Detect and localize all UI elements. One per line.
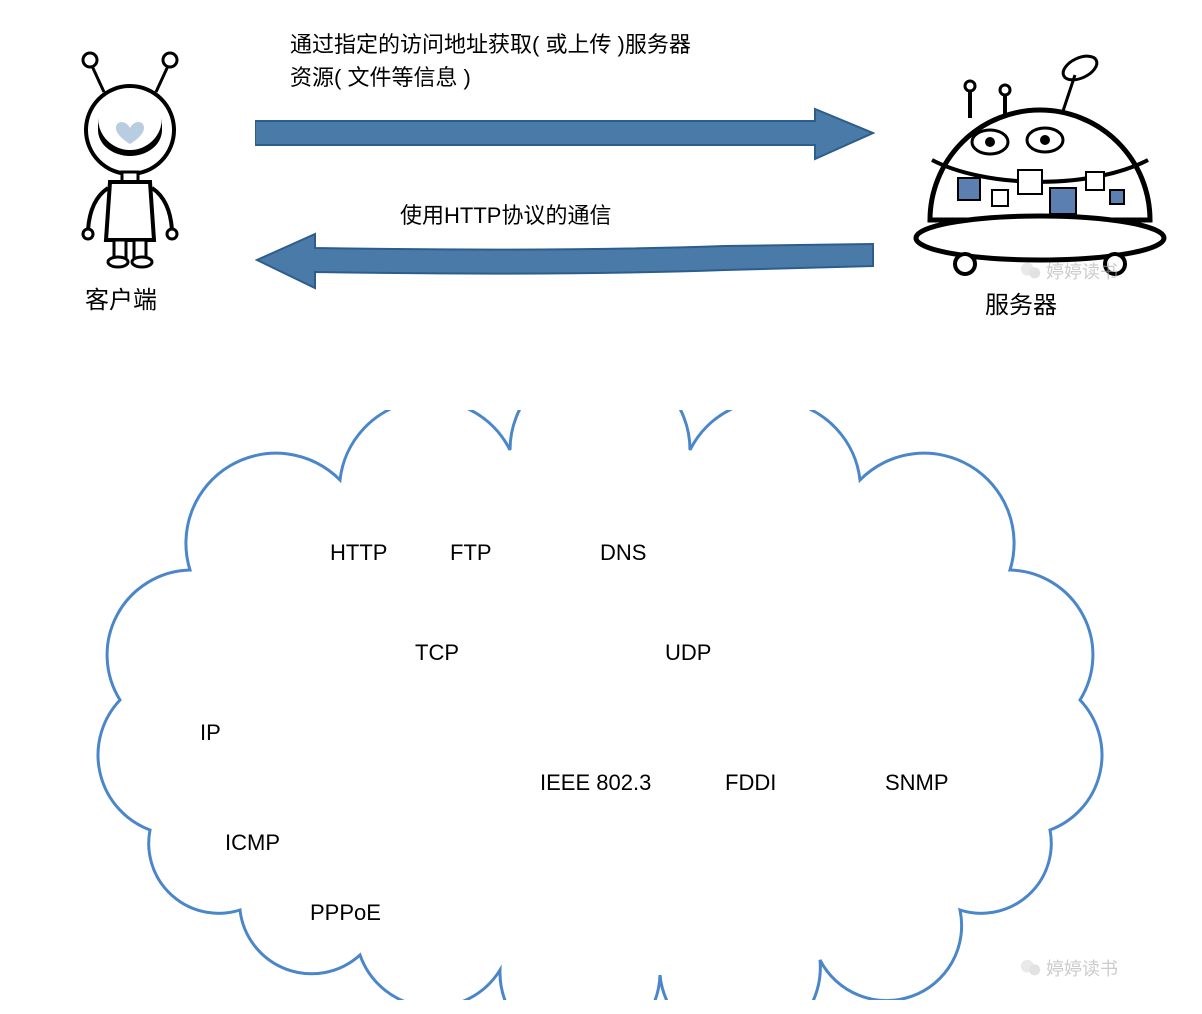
arrow-top-caption-line2: 资源( 文件等信息 ): [290, 65, 471, 90]
watermark-text: 婷婷读书: [1046, 258, 1118, 284]
server-label: 服务器: [985, 285, 1057, 320]
protocol-ftp: FTP: [450, 540, 492, 566]
wechat-icon: [1020, 260, 1042, 282]
protocol-snmp: SNMP: [885, 770, 949, 796]
client-robot-illustration: [60, 50, 200, 275]
protocol-pppoe: PPPoE: [310, 900, 381, 926]
arrow-left: [255, 230, 875, 299]
protocol-http: HTTP: [330, 540, 387, 566]
arrow-bottom-caption: 使用HTTP协议的通信: [400, 198, 611, 230]
watermark-bottom: 婷婷读书: [1020, 955, 1118, 981]
watermark-top: 婷婷读书: [1020, 258, 1118, 284]
client-label: 客户端: [85, 280, 157, 315]
protocol-fddi: FDDI: [725, 770, 776, 796]
protocol-dns: DNS: [600, 540, 646, 566]
protocol-tcp: TCP: [415, 640, 459, 666]
protocol-ieee-802-3: IEEE 802.3: [540, 770, 651, 796]
arrow-top-caption: 通过指定的访问地址获取( 或上传 )服务器 资源( 文件等信息 ): [290, 28, 691, 94]
arrow-right: [255, 105, 875, 170]
protocol-cloud: [60, 410, 1140, 1005]
protocol-icmp: ICMP: [225, 830, 280, 856]
protocol-udp: UDP: [665, 640, 711, 666]
wechat-icon: [1020, 957, 1042, 979]
protocol-ip: IP: [200, 720, 221, 746]
arrow-top-caption-line1: 通过指定的访问地址获取( 或上传 )服务器: [290, 32, 691, 57]
watermark-text: 婷婷读书: [1046, 955, 1118, 981]
server-illustration: [910, 50, 1170, 285]
